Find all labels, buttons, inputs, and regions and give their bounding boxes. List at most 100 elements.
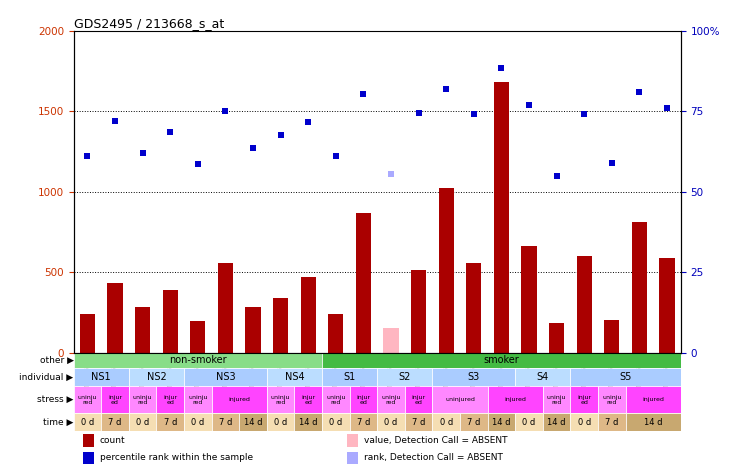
Bar <box>129 386 156 413</box>
Point <box>413 109 425 117</box>
Bar <box>328 314 344 353</box>
Text: smoker: smoker <box>484 356 520 365</box>
Bar <box>515 413 543 431</box>
Text: injured: injured <box>643 397 664 402</box>
Point <box>634 88 645 96</box>
Bar <box>405 386 433 413</box>
Bar <box>107 283 123 353</box>
Bar <box>245 307 261 353</box>
Bar <box>156 413 184 431</box>
Point <box>330 153 342 160</box>
Text: stress ▶: stress ▶ <box>38 395 74 404</box>
Bar <box>190 321 205 353</box>
Point <box>385 170 397 178</box>
Text: injur
ed: injur ed <box>411 395 425 405</box>
Text: NS2: NS2 <box>146 372 166 382</box>
Text: 7 d: 7 d <box>357 418 370 427</box>
Point <box>523 101 535 109</box>
Text: 0 d: 0 d <box>191 418 205 427</box>
Bar <box>322 353 681 368</box>
Text: NS4: NS4 <box>285 372 304 382</box>
Bar <box>383 328 399 353</box>
Text: S4: S4 <box>537 372 549 382</box>
Bar <box>355 212 371 353</box>
Text: injured: injured <box>504 397 526 402</box>
Text: 14 d: 14 d <box>548 418 566 427</box>
Text: uninju
red: uninju red <box>602 395 621 405</box>
Bar <box>570 386 598 413</box>
Text: injur
ed: injur ed <box>301 395 315 405</box>
Text: 0 d: 0 d <box>329 418 342 427</box>
Bar <box>300 277 316 353</box>
Point <box>247 145 259 152</box>
Text: S1: S1 <box>344 372 355 382</box>
Text: S5: S5 <box>620 372 631 382</box>
Bar <box>156 386 184 413</box>
Text: time ▶: time ▶ <box>43 418 74 427</box>
Bar <box>626 413 681 431</box>
Bar <box>322 368 377 386</box>
Bar <box>350 386 378 413</box>
Bar <box>466 263 481 353</box>
Bar <box>543 413 570 431</box>
Bar <box>598 386 626 413</box>
Text: non-smoker: non-smoker <box>169 356 227 365</box>
Point <box>661 104 673 112</box>
Bar <box>129 368 184 386</box>
Point <box>137 149 149 157</box>
Bar <box>239 413 266 431</box>
Text: uninju
red: uninju red <box>326 395 345 405</box>
Bar <box>460 413 487 431</box>
Text: percentile rank within the sample: percentile rank within the sample <box>99 454 253 463</box>
Bar <box>184 413 212 431</box>
Point <box>551 172 562 179</box>
Point <box>275 131 286 138</box>
Bar <box>294 413 322 431</box>
Bar <box>74 386 102 413</box>
Point <box>578 110 590 118</box>
Bar <box>405 413 433 431</box>
Bar <box>631 222 647 353</box>
Bar <box>487 386 543 413</box>
Bar <box>411 271 426 353</box>
Bar <box>74 353 322 368</box>
Bar <box>266 386 294 413</box>
Bar <box>266 368 322 386</box>
Text: other ▶: other ▶ <box>40 356 74 365</box>
Point <box>495 64 507 72</box>
Bar <box>543 386 570 413</box>
Bar <box>184 386 212 413</box>
Bar <box>378 413 405 431</box>
Bar <box>129 413 156 431</box>
Bar <box>494 82 509 353</box>
Point <box>109 117 121 125</box>
Text: injur
ed: injur ed <box>356 395 370 405</box>
Text: 0 d: 0 d <box>274 418 287 427</box>
Bar <box>82 452 93 465</box>
Bar <box>598 413 626 431</box>
Bar <box>576 256 592 353</box>
Bar <box>347 452 358 465</box>
Text: individual ▶: individual ▶ <box>19 373 74 382</box>
Bar <box>549 323 565 353</box>
Bar <box>273 298 289 353</box>
Text: 14 d: 14 d <box>644 418 662 427</box>
Bar <box>322 413 350 431</box>
Text: 7 d: 7 d <box>163 418 177 427</box>
Text: injur
ed: injur ed <box>108 395 122 405</box>
Text: GDS2495 / 213668_s_at: GDS2495 / 213668_s_at <box>74 17 224 30</box>
Text: NS3: NS3 <box>216 372 236 382</box>
Point <box>164 128 176 136</box>
Text: uninjured: uninjured <box>445 397 475 402</box>
Bar <box>102 386 129 413</box>
Bar <box>135 308 150 353</box>
Text: 0 d: 0 d <box>81 418 94 427</box>
Point <box>440 85 452 92</box>
Bar <box>102 413 129 431</box>
Bar <box>322 386 350 413</box>
Point <box>606 159 618 166</box>
Text: S3: S3 <box>467 372 480 382</box>
Bar <box>521 246 537 353</box>
Text: injured: injured <box>228 397 250 402</box>
Bar <box>432 413 460 431</box>
